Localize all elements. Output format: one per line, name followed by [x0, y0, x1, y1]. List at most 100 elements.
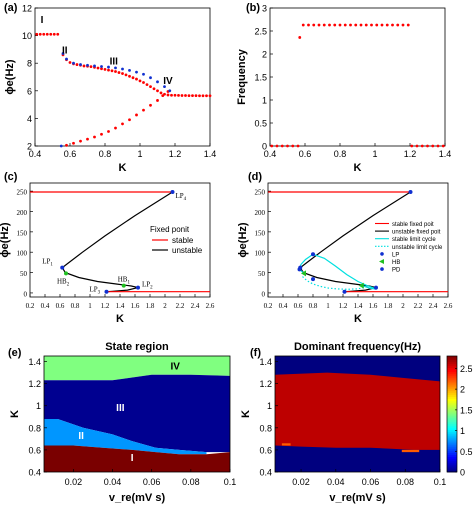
data-point [128, 74, 131, 78]
y-tick-label: 0.5 [254, 119, 267, 129]
legend-entry: PD [392, 268, 401, 274]
data-point [166, 93, 170, 97]
frequency-region [281, 443, 291, 446]
x-tick-label: 1.8 [146, 302, 155, 310]
x-tick-label: 2 [401, 302, 405, 310]
data-point [135, 113, 138, 117]
colorbar-cell [447, 466, 457, 469]
x-tick-label: 2.4 [191, 302, 200, 310]
plot-frame [274, 355, 441, 473]
region-annotation: I [131, 453, 134, 464]
y-axis-label: Frequency [236, 48, 248, 105]
data-point [72, 61, 75, 65]
colorbar-cell [447, 470, 457, 473]
y-tick-label: 0.6 [28, 445, 41, 455]
plot-frame [269, 7, 446, 147]
y-tick-label: 100 [17, 250, 28, 258]
x-tick-label: 0.02 [292, 477, 310, 487]
lp-marker [136, 285, 140, 290]
colorbar-cell [447, 369, 457, 372]
region-annotation: IV [163, 76, 173, 87]
colorbar-cell [447, 412, 457, 415]
colorbar-cell [447, 444, 457, 448]
x-tick-label: 0.04 [327, 477, 345, 487]
y-tick-label: 4 [27, 114, 32, 124]
state-region [44, 356, 230, 381]
colorbar-cell [447, 385, 457, 388]
x-tick-label: 2.6 [444, 302, 453, 310]
data-point [194, 94, 198, 98]
x-tick-label: 0.08 [396, 477, 414, 487]
unstable-black-curve [299, 191, 411, 293]
data-point [156, 99, 159, 102]
data-point [286, 144, 289, 148]
region-annotation: I [41, 15, 44, 26]
colorbar-cell [447, 371, 457, 374]
y-tick-label: 6 [27, 86, 32, 96]
panel-label: (c) [4, 171, 18, 183]
data-point [275, 144, 279, 148]
data-point [328, 23, 331, 27]
lp-marker [297, 267, 302, 272]
data-point [322, 23, 326, 27]
data-point [107, 68, 110, 72]
panel-label: (a) [4, 2, 18, 14]
x-tick-label: 0.6 [64, 149, 77, 159]
x-tick-label: 0.1 [434, 477, 447, 487]
data-point [380, 23, 384, 27]
y-tick-label: 0.6 [259, 445, 272, 455]
legend-entry: LP [392, 252, 399, 258]
data-point [145, 83, 149, 86]
y-tick-label: 1.2 [28, 379, 41, 389]
data-point [187, 94, 191, 98]
data-point [426, 144, 429, 148]
colorbar-cell [447, 458, 457, 461]
x-axis-label: v_re(mV s) [109, 492, 166, 504]
colorbar-cell [447, 359, 457, 363]
x-tick-label: 1 [326, 302, 330, 310]
state-region [44, 445, 230, 472]
colorbar-cell [447, 435, 457, 438]
legend-entry: unstable fixed poit [392, 230, 441, 236]
legend-entry: stable [172, 236, 194, 245]
colorbar-cell [447, 441, 457, 444]
plot-frame [34, 7, 211, 147]
lp-marker [311, 277, 315, 282]
x-tick-label: 1.2 [339, 302, 348, 310]
colorbar-cell [447, 414, 457, 417]
colorbar-cell [447, 400, 457, 403]
data-point [75, 63, 79, 66]
data-point [96, 66, 100, 70]
unstable-black-curve [61, 191, 173, 293]
colorbar-cell [447, 450, 457, 454]
data-point [431, 144, 435, 148]
lp-marker [170, 189, 175, 194]
x-tick-label: 2.6 [206, 302, 215, 310]
hb-marker [64, 271, 68, 276]
frequency-region [401, 449, 420, 453]
data-point [86, 137, 89, 141]
x-axis-label: v_re(mV s) [329, 492, 386, 504]
data-point [270, 144, 274, 148]
x-tick-label: 1 [88, 302, 92, 310]
y-tick-label: 200 [255, 209, 266, 217]
data-point [406, 23, 410, 27]
region-annotation: IV [170, 361, 180, 372]
panel-e: 0.02 0.04 0.06 0.08 0.1 0.4 0.6 0.8 1 1.2 1.4 v_re(… [8, 341, 236, 504]
data-point [436, 144, 440, 148]
data-point [103, 68, 107, 71]
data-point [359, 23, 363, 27]
colorbar-cell [447, 402, 457, 405]
data-point [79, 139, 82, 143]
data-point [149, 85, 152, 89]
data-point [152, 87, 156, 91]
colorbar-cell [447, 431, 457, 434]
panel-label: (b) [246, 2, 260, 14]
data-point [159, 91, 163, 95]
y-tick-label: 1.5 [254, 73, 267, 83]
x-tick-label: 0.2 [26, 302, 35, 310]
data-point [68, 61, 72, 64]
legend-swatch [379, 259, 384, 264]
y-tick-label: 10 [22, 31, 32, 41]
